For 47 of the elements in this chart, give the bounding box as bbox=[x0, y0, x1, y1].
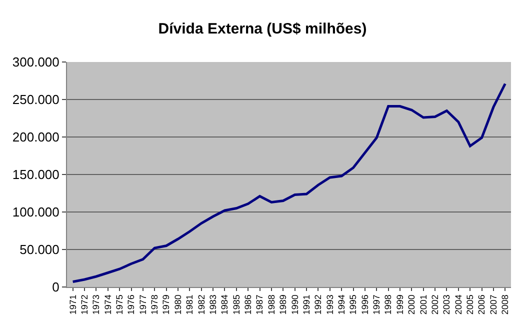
x-tick-label: 2001 bbox=[418, 294, 428, 315]
x-tick-label: 2004 bbox=[453, 294, 464, 315]
x-tick-label: 1985 bbox=[231, 294, 242, 315]
x-tick-label: 1971 bbox=[68, 294, 78, 315]
x-tick-label: 1993 bbox=[324, 294, 335, 315]
y-tick-label: 300.000 bbox=[12, 54, 60, 70]
x-tick-label: 2005 bbox=[465, 294, 476, 315]
x-tick-label: 1988 bbox=[266, 294, 276, 315]
y-tick-label: 0 bbox=[52, 280, 60, 295]
x-tick-label: 1989 bbox=[278, 294, 288, 315]
x-tick-label: 2002 bbox=[430, 294, 440, 315]
x-tick-label: 1998 bbox=[383, 294, 394, 315]
x-tick-label: 1986 bbox=[243, 294, 254, 315]
y-tick-label: 50.000 bbox=[20, 242, 60, 258]
x-tick-label: 1972 bbox=[79, 294, 90, 315]
x-tick-label: 1979 bbox=[161, 294, 172, 315]
chart-title: Dívida Externa (US$ milhões) bbox=[158, 20, 367, 38]
y-tick-label: 100.000 bbox=[12, 204, 60, 220]
x-tick-label: 1974 bbox=[102, 294, 113, 315]
x-tick-label: 1984 bbox=[220, 294, 230, 315]
x-tick-label: 2006 bbox=[476, 294, 487, 315]
x-tick-label: 2007 bbox=[488, 294, 498, 315]
x-tick-label: 1987 bbox=[254, 294, 265, 315]
x-tick-label: 2000 bbox=[406, 294, 417, 315]
line-series bbox=[72, 82, 506, 283]
x-tick-label: 1991 bbox=[301, 294, 312, 315]
x-tick-label: 1975 bbox=[114, 294, 125, 315]
x-tick-label: 1996 bbox=[360, 294, 370, 315]
y-tick-label: 150.000 bbox=[12, 167, 60, 182]
y-tick-label: 250.000 bbox=[12, 92, 60, 108]
x-tick-label: 1992 bbox=[313, 294, 324, 315]
x-tick-label: 1977 bbox=[138, 294, 148, 315]
x-tick-label: 1981 bbox=[184, 294, 195, 315]
x-tick-label: 1978 bbox=[150, 294, 160, 315]
x-tick-label: 1982 bbox=[196, 294, 206, 315]
x-tick-label: 1983 bbox=[208, 294, 218, 315]
x-tick-label: 1990 bbox=[290, 294, 300, 315]
y-tick-label: 200.000 bbox=[12, 130, 60, 145]
x-tick-label: 2008 bbox=[500, 294, 510, 315]
x-tick-label: 1973 bbox=[91, 294, 102, 315]
x-tick-label: 1999 bbox=[394, 294, 405, 315]
x-tick-label: 1976 bbox=[126, 294, 136, 315]
x-tick-label: 1997 bbox=[372, 294, 382, 315]
x-tick-label: 1995 bbox=[348, 294, 358, 315]
x-tick-label: 2003 bbox=[442, 294, 452, 315]
x-tick-label: 1994 bbox=[336, 294, 347, 315]
x-tick-label: 1980 bbox=[172, 294, 183, 315]
